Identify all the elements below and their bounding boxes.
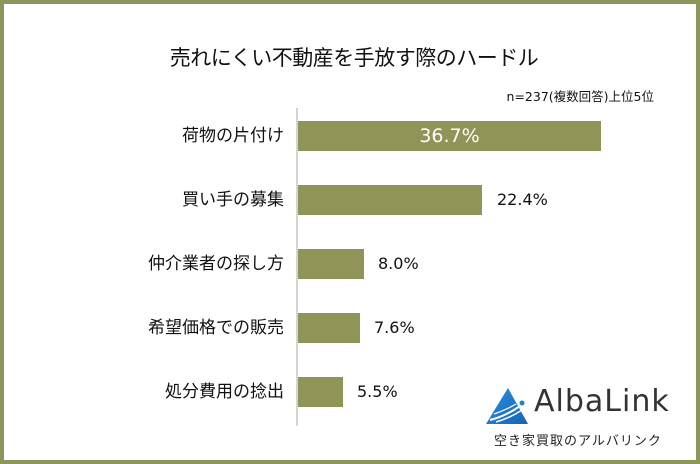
logo-wordmark: AlbaLink (534, 384, 670, 419)
category-label: 処分費用の捻出 (165, 382, 284, 402)
category-label: 仲介業者の探し方 (148, 254, 284, 274)
bar (298, 313, 360, 343)
albalink-logo: AlbaLink 空き家買取のアルバリンク (482, 382, 692, 452)
y-axis-line (296, 108, 298, 426)
category-label: 希望価格での販売 (148, 318, 284, 338)
bar-row: 処分費用の捻出 5.5% (4, 377, 700, 407)
bar-row: 希望価格での販売 7.6% (4, 313, 700, 343)
bar-row: 買い手の募集 22.4% (4, 185, 700, 215)
category-label: 買い手の募集 (182, 190, 284, 210)
bar (298, 185, 482, 215)
bar (298, 377, 343, 407)
bar (298, 249, 364, 279)
bar-row: 仲介業者の探し方 8.0% (4, 249, 700, 279)
sample-note: n=237(複数回答)上位5位 (506, 89, 654, 104)
chart-title: 売れにくい不動産を手放す際のハードル (169, 46, 539, 70)
value-label: 8.0% (378, 254, 419, 273)
value-label: 7.6% (374, 318, 415, 337)
bar (298, 121, 601, 151)
value-label: 5.5% (357, 382, 398, 401)
value-label: 22.4% (497, 190, 548, 209)
category-label: 荷物の片付け (182, 126, 284, 146)
logo-subtitle: 空き家買取のアルバリンク (494, 434, 662, 449)
albalink-triangle-icon (486, 388, 528, 424)
bar-row: 荷物の片付け 36.7% (4, 121, 700, 151)
value-label: 36.7% (419, 125, 480, 147)
